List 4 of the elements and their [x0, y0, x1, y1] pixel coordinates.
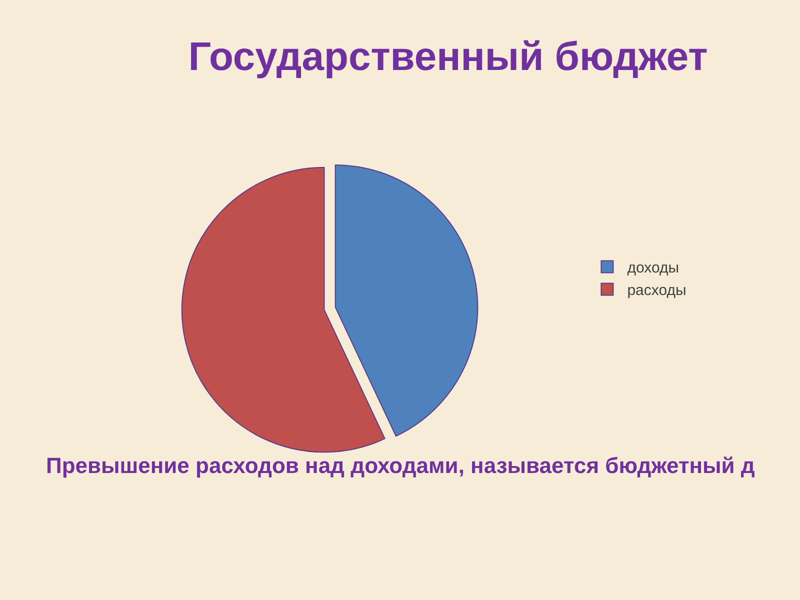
legend-label: доходы	[627, 260, 680, 277]
legend-label: расходы	[627, 282, 686, 300]
chart-title: Государственный бюджет	[188, 35, 708, 79]
text: Превышение расходов над доходами, называется бюджетный д	[46, 453, 755, 478]
